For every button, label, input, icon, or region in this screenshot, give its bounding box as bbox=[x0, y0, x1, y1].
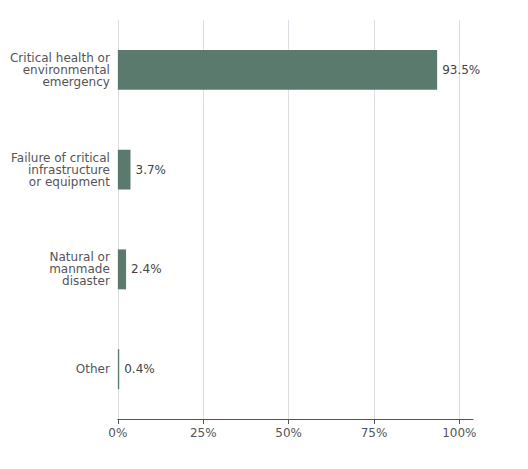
svg-text:or equipment: or equipment bbox=[29, 175, 110, 189]
svg-text:Natural or: Natural or bbox=[49, 250, 110, 265]
svg-text:25%: 25% bbox=[190, 426, 217, 440]
svg-text:3.7%: 3.7% bbox=[135, 163, 166, 177]
svg-text:93.5%: 93.5% bbox=[442, 63, 480, 77]
svg-text:2.4%: 2.4% bbox=[131, 262, 162, 276]
svg-text:50%: 50% bbox=[275, 426, 302, 440]
svg-text:0.4%: 0.4% bbox=[124, 362, 155, 376]
svg-text:manmade: manmade bbox=[49, 262, 110, 277]
svg-text:disaster: disaster bbox=[62, 274, 110, 288]
svg-text:infrastructure: infrastructure bbox=[27, 162, 110, 177]
svg-text:emergency: emergency bbox=[42, 75, 109, 89]
svg-text:75%: 75% bbox=[361, 426, 388, 440]
svg-text:Failure of critical: Failure of critical bbox=[11, 150, 110, 165]
svg-text:0%: 0% bbox=[108, 426, 127, 440]
svg-text:Critical health or: Critical health or bbox=[10, 50, 110, 65]
svg-text:Other: Other bbox=[76, 362, 110, 376]
svg-text:environmental: environmental bbox=[22, 62, 110, 77]
svg-text:100%: 100% bbox=[442, 426, 476, 440]
